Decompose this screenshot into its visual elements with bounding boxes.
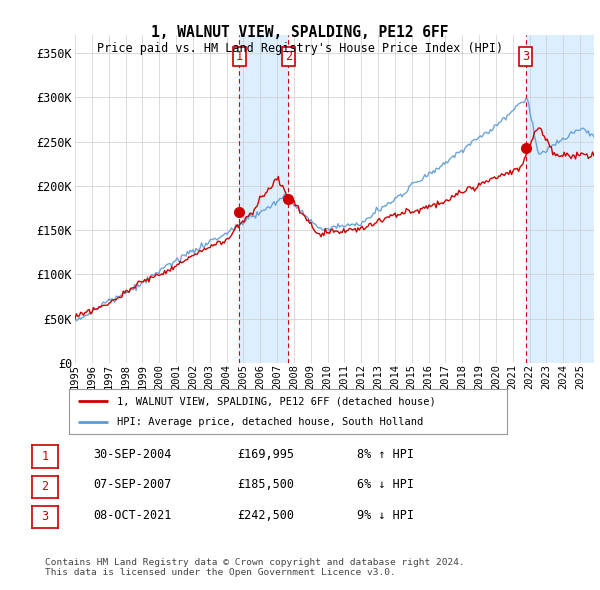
Text: 3: 3 (41, 510, 49, 523)
Text: 9% ↓ HPI: 9% ↓ HPI (357, 509, 414, 522)
Text: 07-SEP-2007: 07-SEP-2007 (93, 478, 172, 491)
Text: 6% ↓ HPI: 6% ↓ HPI (357, 478, 414, 491)
Text: 2: 2 (285, 50, 292, 63)
Bar (239, 35, 288, 363)
Text: HPI: Average price, detached house, South Holland: HPI: Average price, detached house, Sout… (117, 417, 424, 427)
Text: 1: 1 (236, 50, 242, 63)
Text: 2: 2 (41, 480, 49, 493)
Text: Contains HM Land Registry data © Crown copyright and database right 2024.
This d: Contains HM Land Registry data © Crown c… (45, 558, 465, 577)
Text: 1, WALNUT VIEW, SPALDING, PE12 6FF: 1, WALNUT VIEW, SPALDING, PE12 6FF (151, 25, 449, 40)
Text: Price paid vs. HM Land Registry's House Price Index (HPI): Price paid vs. HM Land Registry's House … (97, 42, 503, 55)
Text: £169,995: £169,995 (237, 448, 294, 461)
Text: 8% ↑ HPI: 8% ↑ HPI (357, 448, 414, 461)
Text: £185,500: £185,500 (237, 478, 294, 491)
Text: 1, WALNUT VIEW, SPALDING, PE12 6FF (detached house): 1, WALNUT VIEW, SPALDING, PE12 6FF (deta… (117, 396, 436, 407)
Bar (526, 35, 594, 363)
Text: 1: 1 (41, 450, 49, 463)
Text: 08-OCT-2021: 08-OCT-2021 (93, 509, 172, 522)
Text: 30-SEP-2004: 30-SEP-2004 (93, 448, 172, 461)
Text: £242,500: £242,500 (237, 509, 294, 522)
Text: 3: 3 (522, 50, 529, 63)
